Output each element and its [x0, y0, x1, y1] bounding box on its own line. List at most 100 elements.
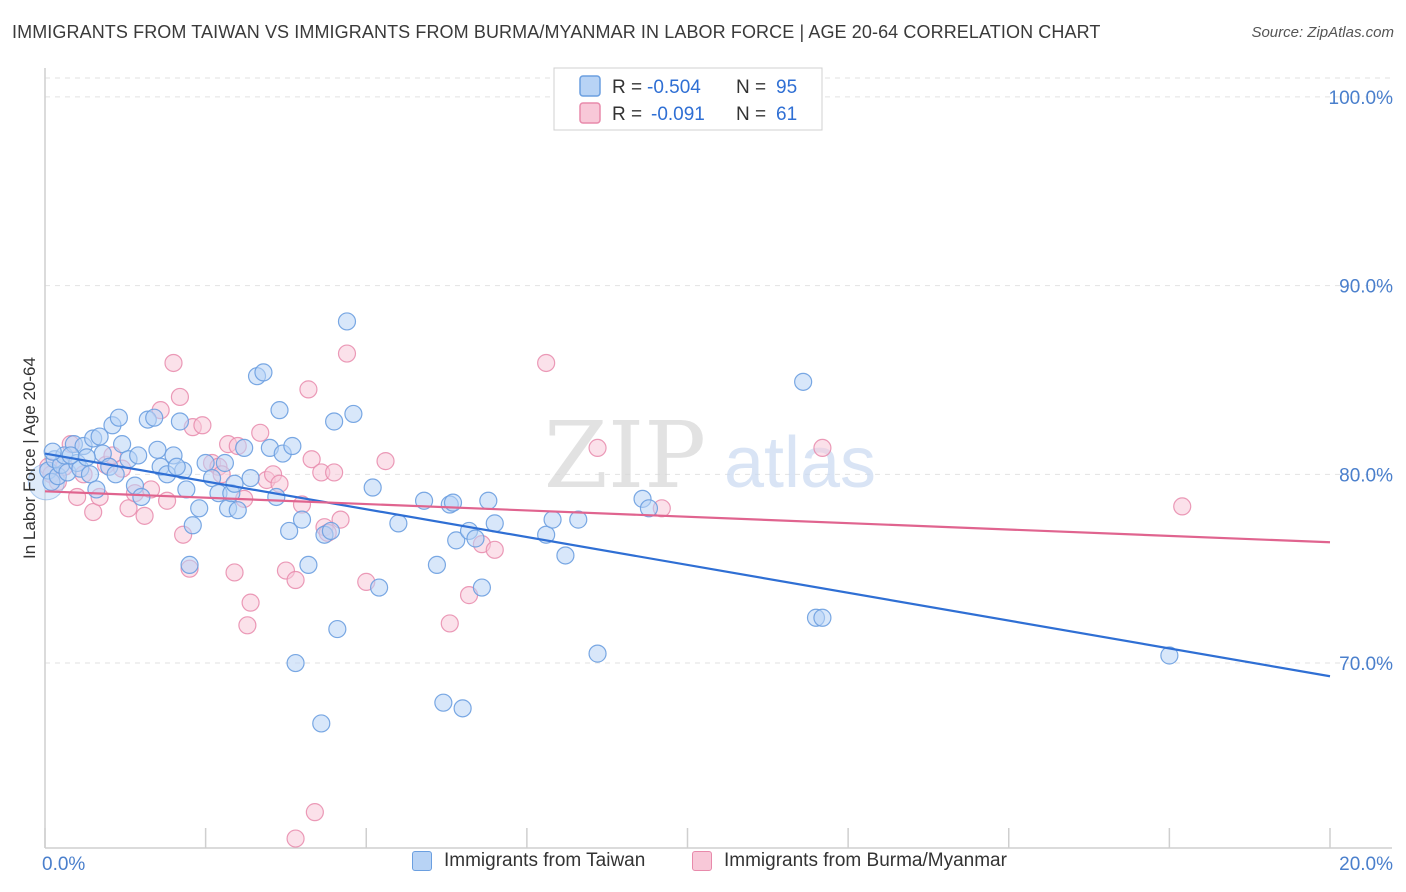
burma-point — [251, 423, 270, 442]
chart-title: IMMIGRANTS FROM TAIWAN VS IMMIGRANTS FRO… — [12, 22, 1101, 42]
taiwan-point — [132, 487, 151, 507]
legend-top-n-label: N = — [736, 77, 766, 98]
legend-bottom: Immigrants from Taiwan Immigrants from B… — [0, 850, 1406, 880]
series-taiwan-points — [27, 312, 1179, 733]
taiwan-point — [794, 372, 813, 391]
burma-point — [1173, 497, 1192, 516]
taiwan-point — [479, 491, 498, 510]
taiwan-point — [43, 442, 62, 461]
legend-swatch-blue — [412, 851, 432, 871]
burma-point — [164, 353, 183, 373]
taiwan-point — [106, 465, 125, 484]
burma-point — [485, 540, 504, 559]
taiwan-point — [148, 440, 167, 459]
taiwan-point — [370, 578, 389, 597]
taiwan-point — [190, 499, 209, 518]
taiwan-point — [241, 468, 260, 488]
watermark-zip: ZIP — [544, 402, 706, 509]
burma-point — [537, 353, 556, 373]
taiwan-point — [80, 465, 100, 484]
axes — [44, 68, 1392, 849]
taiwan-point — [466, 529, 485, 548]
x-tick-label: 20.0% — [1339, 854, 1393, 875]
taiwan-point — [434, 693, 453, 712]
taiwan-point — [180, 555, 199, 575]
y-tick-label: 80.0% — [1339, 465, 1393, 486]
y-axis-label: In Labor Force | Age 20-64 — [20, 357, 39, 559]
burma-point — [68, 487, 87, 507]
taiwan-point — [1160, 646, 1179, 665]
burma-point — [193, 416, 212, 435]
burma-point — [302, 450, 321, 469]
legend-top-r-value: -0.504 — [647, 77, 701, 98]
taiwan-point — [183, 516, 202, 535]
legend-item-burma[interactable]: Immigrants from Burma/Myanmar — [692, 850, 1007, 872]
burma-point — [299, 380, 318, 399]
legend-top-swatch-pink — [579, 102, 601, 124]
taiwan-point — [485, 514, 504, 533]
taiwan-point — [325, 412, 344, 431]
taiwan-trend-line — [44, 452, 1331, 678]
burma-point — [225, 563, 244, 582]
taiwan-point — [286, 653, 305, 673]
taiwan-point — [556, 546, 575, 565]
taiwan-point — [414, 491, 434, 510]
taiwan-point — [337, 312, 357, 331]
source-label: Source: ZipAtlas.com — [1251, 24, 1394, 41]
taiwan-point — [312, 714, 331, 733]
x-tick-label: 0.0% — [42, 854, 85, 875]
burma-trend-line — [44, 490, 1331, 544]
taiwan-point — [569, 510, 588, 529]
x-tick-labels: 0.0% 20.0% — [42, 854, 1393, 875]
taiwan-point — [170, 412, 190, 431]
burma-point — [241, 593, 260, 612]
burma-point — [376, 452, 395, 471]
taiwan-point — [344, 404, 363, 424]
legend-top-r-label: R = — [612, 77, 642, 98]
burma-point — [135, 506, 154, 525]
taiwan-point — [321, 521, 341, 541]
burma-point — [170, 387, 190, 407]
taiwan-point — [447, 531, 466, 550]
grid — [45, 77, 1392, 664]
burma-point — [440, 614, 459, 633]
burma-point — [286, 829, 305, 848]
taiwan-point — [472, 578, 491, 597]
taiwan-point — [280, 521, 299, 541]
burma-point — [813, 438, 832, 458]
y-tick-label: 90.0% — [1339, 277, 1393, 298]
taiwan-point — [292, 510, 312, 529]
taiwan-point — [167, 457, 186, 476]
y-tick-labels: 70.0% 80.0% 90.0% 100.0% — [1329, 88, 1394, 675]
burma-point — [325, 463, 344, 482]
y-tick-label: 100.0% — [1329, 88, 1394, 109]
taiwan-point — [363, 478, 382, 497]
burma-point — [119, 499, 138, 518]
burma-point — [305, 803, 324, 822]
taiwan-point — [283, 436, 302, 456]
watermark-atlas: atlas — [724, 423, 876, 503]
taiwan-point — [196, 453, 215, 473]
taiwan-point — [109, 408, 128, 427]
burma-point — [588, 438, 607, 458]
taiwan-point — [299, 555, 318, 575]
taiwan-point — [328, 619, 347, 639]
taiwan-point — [112, 435, 132, 454]
legend-item-taiwan[interactable]: Immigrants from Taiwan — [412, 850, 645, 872]
legend-top-n-value: 95 — [776, 77, 797, 98]
taiwan-point — [61, 446, 80, 465]
taiwan-point — [225, 474, 244, 493]
legend-top-swatch-blue — [579, 75, 601, 97]
taiwan-point — [543, 510, 562, 529]
legend-swatch-pink — [692, 851, 712, 871]
taiwan-point — [270, 401, 289, 420]
taiwan-point — [235, 438, 254, 458]
taiwan-point — [427, 555, 447, 575]
taiwan-point — [639, 499, 659, 518]
taiwan-point — [129, 446, 148, 465]
taiwan-point — [215, 453, 234, 473]
burma-point — [84, 502, 103, 522]
legend-top-r-label: R = — [612, 104, 642, 125]
taiwan-point — [228, 501, 247, 520]
